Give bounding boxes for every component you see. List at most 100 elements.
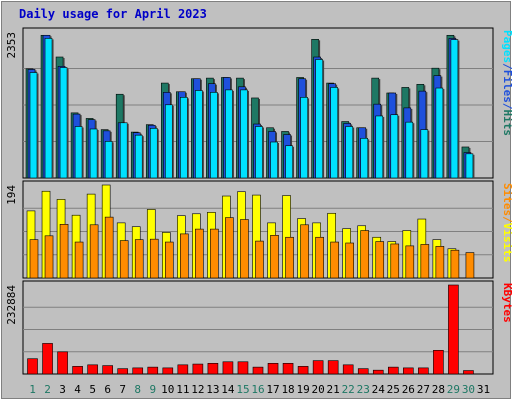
bar-pages-day-26: [405, 121, 414, 179]
bar-kbytes-day-22: [342, 364, 354, 375]
x-tick-label-day-10: 10: [161, 383, 174, 396]
legend-hits-files-pages: Pages/Files/Hits: [501, 30, 512, 136]
bar-pages-day-25: [390, 114, 399, 179]
bar-shadow-pages-day-6: [112, 142, 114, 178]
bar-kbytes-day-29: [448, 284, 459, 375]
bar-pages-day-8: [134, 134, 143, 179]
y-scale-label-hits-files-pages: 2353: [5, 32, 18, 59]
x-tick-label-day-19: 19: [296, 383, 309, 396]
x-tick-label-day-17: 17: [266, 383, 279, 396]
x-tick-label-day-30: 30: [462, 383, 475, 396]
bar-pages-day-15: [240, 89, 248, 179]
bar-shadow-pages-day-23: [367, 139, 370, 178]
bar-kbytes-day-17: [267, 362, 279, 375]
x-tick-label-day-3: 3: [59, 383, 66, 396]
bar-pages-day-14: [225, 89, 233, 179]
bar-pages-day-23: [360, 137, 369, 179]
bar-pages-day-30: [465, 153, 474, 179]
x-tick-label-day-26: 26: [402, 383, 415, 396]
bar-kbytes-day-28: [433, 350, 444, 375]
bar-sites-day-29: [450, 249, 460, 279]
bar-kbytes-day-3: [57, 351, 68, 375]
x-tick-label-day-29: 29: [447, 383, 460, 396]
y-scale-label-kbytes: 232884: [5, 285, 18, 325]
bar-kbytes-day-10: [162, 367, 174, 375]
bar-shadow-pages-day-14: [232, 90, 234, 178]
bar-kbytes-day-23: [357, 368, 369, 375]
bar-sites-day-17: [270, 235, 279, 279]
bar-shadow-pages-day-12: [202, 91, 204, 178]
legend-item: Files: [501, 70, 512, 103]
bar-shadow-pages-day-16: [262, 127, 264, 178]
bar-kbytes-day-5: [87, 364, 98, 375]
bar-sites-day-16: [255, 240, 264, 279]
chart-title: Daily usage for April 2023: [19, 7, 207, 21]
bar-pages-day-13: [210, 92, 218, 179]
bar-pages-day-24: [375, 115, 384, 179]
x-tick-label-day-15: 15: [236, 383, 249, 396]
bar-sites-day-6: [104, 216, 114, 279]
bar-sites-day-13: [210, 228, 219, 279]
x-tick-label-day-7: 7: [119, 383, 126, 396]
legend-visits-sites: Sites/Visits: [501, 183, 512, 263]
bar-sites-day-11: [180, 233, 189, 279]
bar-kbytes-day-8: [132, 367, 144, 375]
bar-pages-day-22: [345, 126, 353, 179]
bar-shadow-pages-day-20: [322, 60, 325, 179]
bar-pages-day-1: [29, 72, 38, 179]
x-tick-label-day-21: 21: [327, 383, 340, 396]
bar-pages-day-28: [435, 87, 444, 179]
x-tick-label-day-6: 6: [104, 383, 111, 396]
x-tick-label-day-20: 20: [312, 383, 325, 396]
x-tick-label-day-18: 18: [281, 383, 294, 396]
bar-kbytes-day-15: [237, 361, 249, 375]
bar-sites-day-20: [315, 236, 324, 279]
bar-shadow-pages-day-4: [82, 127, 84, 178]
bar-kbytes-day-24: [372, 369, 384, 375]
legend-item: Pages: [501, 30, 512, 63]
bar-sites-day-15: [240, 219, 249, 279]
legend-item: Sites: [501, 183, 512, 216]
bar-sites-day-23: [360, 230, 370, 279]
legend-kbytes: KBytes: [501, 283, 512, 323]
bar-sites-day-2: [44, 235, 54, 279]
bar-sites-day-19: [300, 224, 309, 279]
bar-pages-day-18: [285, 145, 293, 179]
bar-kbytes-day-6: [102, 365, 113, 375]
bar-shadow-pages-day-13: [217, 93, 219, 178]
legend-item: Hits: [501, 110, 512, 137]
x-tick-label-day-23: 23: [357, 383, 370, 396]
bar-sites-day-30: [465, 252, 475, 279]
bar-shadow-pages-day-29: [457, 40, 460, 178]
bar-pages-day-17: [270, 141, 278, 179]
x-tick-label-day-28: 28: [432, 383, 445, 396]
x-tick-label-day-4: 4: [74, 383, 81, 396]
x-tick-label-day-14: 14: [221, 383, 235, 396]
bar-pages-day-29: [450, 39, 459, 179]
x-tick-label-day-1: 1: [29, 383, 36, 396]
x-tick-label-day-2: 2: [44, 383, 51, 396]
bar-kbytes-day-21: [327, 360, 339, 375]
bar-sites-day-18: [285, 236, 294, 279]
x-tick-label-day-5: 5: [89, 383, 96, 396]
legend-item: KBytes: [501, 283, 512, 323]
bar-pages-day-12: [195, 90, 203, 179]
bar-pages-day-19: [300, 97, 308, 179]
x-tick-label-day-13: 13: [206, 383, 219, 396]
bar-sites-day-26: [405, 245, 415, 279]
bar-kbytes-day-11: [177, 364, 189, 375]
bar-pages-day-10: [164, 104, 173, 179]
bar-pages-day-27: [420, 129, 429, 179]
panel-kbytes: [22, 280, 494, 375]
bar-kbytes-day-20: [312, 360, 324, 375]
bar-kbytes-day-19: [297, 366, 309, 375]
bar-sites-day-3: [59, 224, 69, 279]
legend-item: /: [501, 216, 512, 223]
bar-sites-day-5: [89, 224, 99, 279]
bar-shadow-pages-day-21: [337, 88, 340, 178]
bar-shadow-pages-day-15: [247, 90, 249, 178]
bar-kbytes-day-14: [222, 361, 234, 375]
